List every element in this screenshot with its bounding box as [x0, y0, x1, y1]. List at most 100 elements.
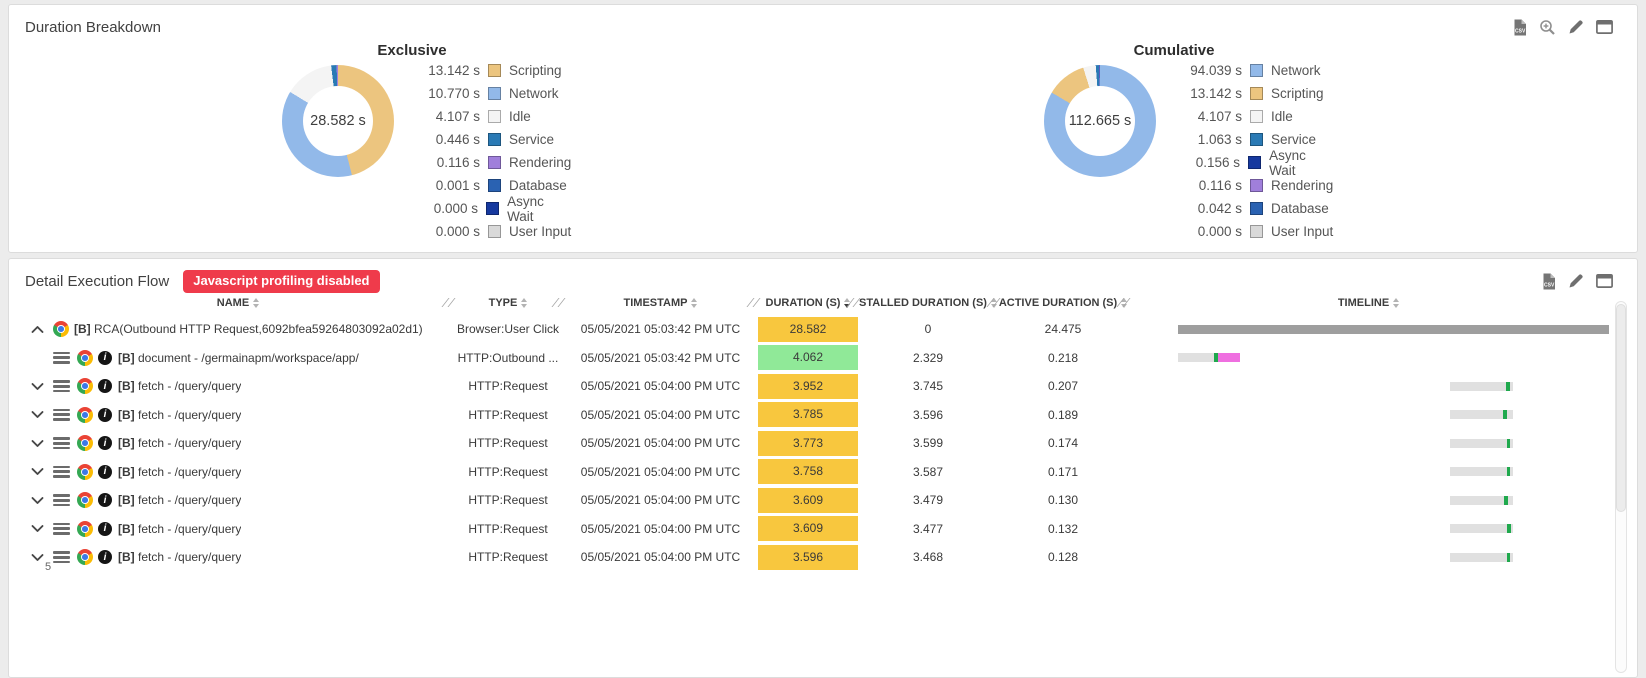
- info-icon[interactable]: i: [98, 436, 112, 451]
- type-cell: HTTP:Outbound ...: [457, 350, 559, 365]
- table-row[interactable]: i [B] fetch - /query/query HTTP:Request 05/…: [23, 458, 1609, 487]
- row-name[interactable]: [B] RCA(Outbound HTTP Request,6092bfea59…: [74, 322, 423, 337]
- timeline-bar: [1178, 324, 1609, 334]
- hamburger-icon[interactable]: [53, 378, 70, 395]
- row-name[interactable]: [B] fetch - /query/query: [118, 436, 242, 451]
- table-scrollbar[interactable]: [1615, 301, 1627, 673]
- stalled-duration-cell: 3.599: [912, 436, 944, 451]
- info-icon[interactable]: i: [98, 379, 112, 394]
- hamburger-icon[interactable]: [53, 463, 70, 480]
- zoom-in-icon[interactable]: [1539, 19, 1556, 36]
- edit-icon[interactable]: [1568, 19, 1584, 35]
- menu-icon[interactable]: [53, 406, 77, 423]
- edit-icon[interactable]: [1568, 273, 1584, 289]
- timestamp-cell: 05/05/2021 05:04:00 PM UTC: [580, 407, 741, 422]
- caret-down-icon[interactable]: [23, 410, 53, 419]
- col-name[interactable]: NAME: [23, 291, 456, 315]
- timeline-segment: [1507, 410, 1513, 420]
- menu-icon[interactable]: [53, 349, 77, 366]
- row-name[interactable]: [B] fetch - /query/query: [118, 407, 242, 422]
- table-row[interactable]: i [B] fetch - /query/query HTTP:Request 05/…: [23, 486, 1609, 515]
- sort-icon[interactable]: [844, 298, 851, 309]
- caret-down-icon[interactable]: [23, 439, 53, 448]
- hamburger-icon[interactable]: [53, 520, 70, 537]
- info-icon[interactable]: i: [98, 550, 112, 565]
- info-icon[interactable]: i: [98, 407, 112, 422]
- name-wrap: [B] RCA(Outbound HTTP Request,6092bfea59…: [23, 321, 453, 338]
- menu-icon[interactable]: [53, 549, 77, 566]
- legend-value: 10.770 s: [428, 86, 480, 101]
- legend-swatch: [488, 110, 501, 123]
- timestamp-cell: 05/05/2021 05:04:00 PM UTC: [580, 464, 741, 479]
- row-name[interactable]: [B] fetch - /query/query: [118, 550, 242, 565]
- info-icon[interactable]: i: [98, 521, 112, 536]
- menu-icon[interactable]: [53, 463, 77, 480]
- name-cell: i [B] fetch - /query/query: [23, 401, 453, 430]
- legend-item: 13.142 s Scripting: [1180, 82, 1334, 105]
- timeline-bar: [1449, 524, 1513, 534]
- sort-icon[interactable]: [1393, 298, 1400, 309]
- timeline-bar: [1449, 552, 1513, 562]
- row-name[interactable]: [B] document - /germainapm/workspace/app…: [118, 350, 359, 365]
- sort-icon[interactable]: [691, 298, 698, 309]
- menu-icon[interactable]: [53, 492, 77, 509]
- breakdown-title: Duration Breakdown: [25, 18, 161, 36]
- col-type[interactable]: TYPE: [453, 291, 566, 315]
- info-icon[interactable]: i: [98, 493, 112, 508]
- col-duration-s[interactable]: DURATION (S): [758, 291, 861, 315]
- stalled-duration-cell: 3.596: [912, 407, 944, 422]
- table-row[interactable]: i [B] fetch - /query/query HTTP:Request 05/…: [23, 543, 1609, 572]
- menu-icon[interactable]: [53, 378, 77, 395]
- legend-label: User Input: [1271, 224, 1334, 239]
- timestamp-cell: 05/05/2021 05:04:00 PM UTC: [580, 436, 741, 451]
- duration-value: 3.758: [758, 459, 858, 485]
- table-row[interactable]: i [B] fetch - /query/query HTTP:Request 05/…: [23, 372, 1609, 401]
- table-row[interactable]: i [B] document - /germainapm/workspace/ap…: [23, 344, 1609, 373]
- caret-down-icon[interactable]: [23, 496, 53, 505]
- maximize-icon[interactable]: [1596, 274, 1613, 288]
- info-icon[interactable]: i: [98, 464, 112, 479]
- browser-chrome-icon: [77, 549, 93, 566]
- menu-icon[interactable]: [53, 520, 77, 537]
- legend-label: Network: [509, 86, 559, 101]
- scrollbar-thumb[interactable]: [1616, 304, 1626, 512]
- duration-value: 4.062: [758, 345, 858, 371]
- legend-label: Async Wait: [507, 193, 544, 224]
- table-row[interactable]: i [B] fetch - /query/query HTTP:Request 05/…: [23, 429, 1609, 458]
- table-row[interactable]: i [B] fetch - /query/query HTTP:Request 05/…: [23, 515, 1609, 544]
- row-name[interactable]: [B] fetch - /query/query: [118, 464, 242, 479]
- row-name[interactable]: [B] fetch - /query/query: [118, 493, 242, 508]
- sort-icon[interactable]: [990, 298, 997, 309]
- stalled-duration-cell: 2.329: [912, 350, 944, 365]
- legend-swatch: [1250, 87, 1263, 100]
- timeline-area: [1178, 410, 1609, 420]
- menu-icon[interactable]: [53, 435, 77, 452]
- caret-down-icon[interactable]: [23, 382, 53, 391]
- timeline-segment: [1505, 381, 1510, 391]
- hamburger-icon[interactable]: [53, 406, 70, 423]
- csv-export-icon[interactable]: CSV: [1541, 273, 1556, 290]
- caret-down-icon[interactable]: [23, 467, 53, 476]
- table-row[interactable]: [B] RCA(Outbound HTTP Request,6092bfea59…: [23, 315, 1609, 344]
- csv-export-icon[interactable]: CSV: [1512, 19, 1527, 36]
- hamburger-icon[interactable]: [53, 492, 70, 509]
- duration-cell: 3.609: [758, 515, 858, 544]
- sort-icon[interactable]: [1121, 298, 1128, 309]
- hamburger-icon[interactable]: [53, 549, 70, 566]
- caret-down-icon[interactable]: [23, 553, 53, 562]
- sort-icon[interactable]: [253, 298, 260, 309]
- col-stalled-duration-s[interactable]: STALLED DURATION (S): [858, 291, 1001, 315]
- sort-icon[interactable]: [521, 298, 528, 309]
- col-active-duration-s[interactable]: ACTIVE DURATION (S): [998, 291, 1131, 315]
- row-name[interactable]: [B] fetch - /query/query: [118, 379, 242, 394]
- hamburger-icon[interactable]: [53, 349, 70, 366]
- table-row[interactable]: i [B] fetch - /query/query HTTP:Request 05/…: [23, 401, 1609, 430]
- caret-up-icon[interactable]: [23, 325, 53, 334]
- col-timestamp[interactable]: TIMESTAMP: [563, 291, 761, 315]
- maximize-icon[interactable]: [1596, 20, 1613, 34]
- col-timeline[interactable]: TIMELINE: [1128, 291, 1609, 315]
- info-icon[interactable]: i: [98, 350, 112, 365]
- hamburger-icon[interactable]: [53, 435, 70, 452]
- caret-down-icon[interactable]: [23, 524, 53, 533]
- row-name[interactable]: [B] fetch - /query/query: [118, 521, 242, 536]
